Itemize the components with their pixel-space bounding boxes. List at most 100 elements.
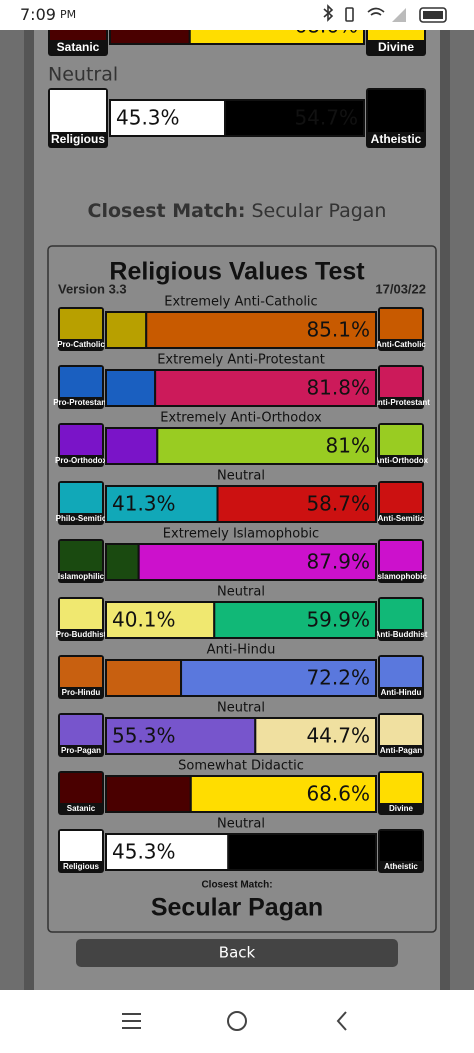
bar-left — [105, 717, 257, 755]
icon-image — [60, 425, 102, 455]
back-button-label[interactable]: Back — [219, 944, 256, 962]
icon-name: Anti-Orthodox — [374, 456, 429, 465]
bar-right-label: 59.9% — [306, 608, 370, 632]
closest-match-prefix: Closest Match: — [88, 200, 246, 222]
closest-match-value: Secular Pagan — [251, 200, 386, 222]
bar-right — [156, 427, 377, 465]
icon-image — [60, 309, 102, 339]
axis-label: Extremely Anti-Protestant — [157, 353, 325, 368]
icon-name: Pro-Orthodox — [55, 456, 108, 465]
icon-image — [380, 309, 422, 339]
icon-image — [60, 831, 102, 861]
closest-match: Closest Match: Secular Pagan — [88, 200, 387, 222]
recent-apps-button[interactable] — [122, 1013, 141, 1029]
icon-name: Divine — [389, 804, 414, 813]
icon-name: Pro-Buddhist — [56, 630, 107, 639]
results-card — [47, 245, 437, 933]
bar-left-label: 55.3% — [112, 724, 176, 748]
bar-left — [105, 659, 183, 697]
bar-right-label: 81.8% — [306, 376, 370, 400]
icon-image — [380, 715, 422, 745]
bar-right-label: 85.1% — [306, 318, 370, 342]
bar-right-label: 68.6% — [306, 782, 370, 806]
bar-left — [105, 311, 148, 349]
axis-label: Extremely Anti-Orthodox — [160, 411, 322, 426]
bar-right — [227, 833, 377, 871]
back-nav-button[interactable] — [336, 1011, 347, 1031]
version: Version 3.3 — [58, 281, 127, 296]
bar-left — [105, 833, 230, 871]
icon-name: Pro-Protestant — [53, 398, 109, 407]
closest-match-value: Secular Pagan — [151, 894, 323, 922]
bar-left-label: 41.3% — [112, 492, 176, 516]
icon-name: Satanic — [67, 804, 96, 813]
icon-image — [380, 483, 422, 513]
icon-name: Anti-Catholic — [376, 340, 426, 349]
battery-icon — [419, 7, 447, 23]
bar-left-label: 40.1% — [112, 608, 176, 632]
icon-image — [60, 483, 102, 513]
icon-name: Pro-Hindu — [62, 688, 101, 697]
axis-label: Neutral — [217, 585, 265, 600]
icon-image — [380, 657, 422, 687]
icon-image — [368, 90, 424, 132]
bar-right — [216, 485, 377, 523]
bar-right — [137, 543, 377, 581]
axis-label: Somewhat Didactic — [178, 759, 304, 774]
bar-left — [105, 485, 219, 523]
status-icons — [323, 4, 447, 23]
icon-name: Atheistic — [384, 862, 418, 871]
icon-image — [380, 367, 422, 397]
icon-name: Pro-Pagan — [61, 746, 101, 755]
card-title: Religious Values Test — [109, 258, 365, 286]
bar-right-label: 72.2% — [306, 666, 370, 690]
icon-name: Anti-Pagan — [380, 746, 422, 755]
icon-name: Islamophobic — [375, 572, 427, 581]
icon-image — [60, 599, 102, 629]
wifi-icon — [367, 7, 385, 16]
icon-name: Religious — [51, 132, 105, 146]
icon-name: Anti-Protestant — [372, 398, 430, 407]
icon-image — [380, 773, 422, 803]
status-time: 7:09 PM — [20, 5, 76, 24]
bar-right — [154, 369, 377, 407]
closest-match-label: Closest Match: — [201, 880, 272, 891]
icon-image — [60, 773, 102, 803]
icon-image — [380, 599, 422, 629]
icon-image — [60, 367, 102, 397]
icon-name: Divine — [378, 40, 414, 54]
bar-right — [224, 99, 365, 137]
back-button-bg[interactable] — [76, 939, 398, 967]
signal-icon — [392, 8, 406, 22]
icon-image — [60, 541, 102, 571]
bar-left — [109, 99, 227, 137]
time: 7:09 — [20, 5, 56, 24]
period: PM — [60, 8, 76, 21]
axis-label: Neutral — [217, 817, 265, 832]
bar-right — [213, 601, 377, 639]
bar-right-label: 81% — [326, 434, 370, 458]
vibrate-icon — [345, 7, 354, 22]
home-button[interactable] — [227, 1011, 247, 1031]
bar-right-label: 58.7% — [306, 492, 370, 516]
axis-label: Neutral — [217, 469, 265, 484]
bar-left-label: 45.3% — [116, 106, 180, 130]
bar-right-label: 44.7% — [306, 724, 370, 748]
axis-label: Neutral — [48, 64, 118, 86]
back-button[interactable]: Back — [76, 939, 398, 967]
icon-name: Anti-Hindu — [381, 688, 422, 697]
axis-label: Anti-Hindu — [207, 643, 276, 658]
icon-name: Philo-Semitic — [56, 514, 107, 523]
icon-image — [60, 657, 102, 687]
icon-name: Anti-Semitic — [378, 514, 425, 523]
axis-label: Extremely Anti-Catholic — [164, 295, 317, 310]
bluetooth-icon — [323, 4, 334, 22]
icon-name: Anti-Buddhist — [375, 630, 428, 639]
bar-left — [105, 427, 159, 465]
bar-right-label: 54.7% — [294, 106, 358, 130]
icon-name: Religious — [63, 862, 100, 871]
bar-left-label: 45.3% — [112, 840, 176, 864]
icon-name: Islamophilic — [58, 572, 105, 581]
icon-image — [380, 831, 422, 861]
bar-right — [145, 311, 377, 349]
